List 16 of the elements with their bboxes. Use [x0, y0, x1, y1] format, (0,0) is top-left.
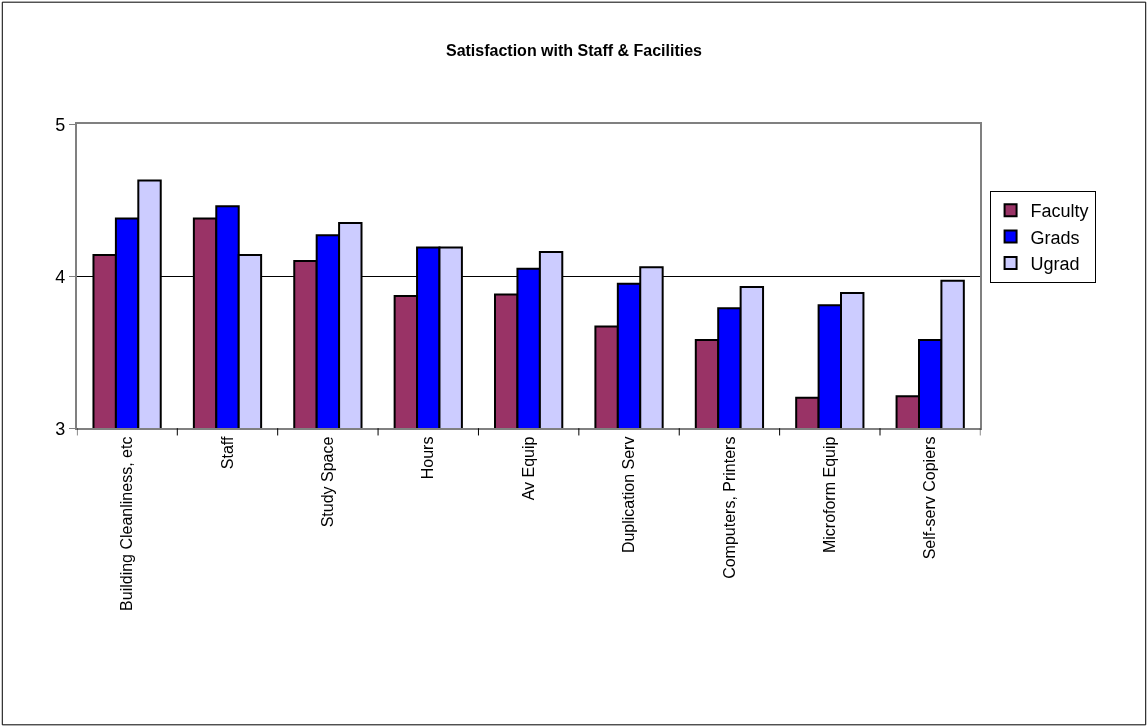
x-tick-label: Av Equip — [519, 436, 537, 501]
y-tick-label: 4 — [55, 266, 66, 287]
x-tick-label: Computers, Printers — [720, 436, 738, 579]
y-tick-label: 3 — [55, 418, 66, 439]
x-tick-label: Self-serv Copiers — [921, 436, 939, 560]
x-tick-label: Building Cleanliness, etc — [118, 436, 136, 611]
legend-label: Grads — [1030, 227, 1080, 248]
x-tick-label: Microform Equip — [821, 436, 839, 554]
legend-label: Faculty — [1030, 201, 1089, 222]
x-tick-label: Staff — [218, 436, 236, 470]
x-tick-label: Duplication Serv — [620, 436, 638, 554]
y-tick-label: 5 — [55, 114, 66, 135]
x-tick-label: Study Space — [319, 436, 337, 528]
x-tick-label: Hours — [419, 436, 437, 480]
legend-label: Ugrad — [1030, 254, 1080, 275]
chart-title: Satisfaction with Staff & Facilities — [445, 41, 703, 59]
